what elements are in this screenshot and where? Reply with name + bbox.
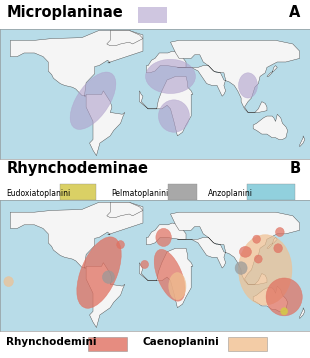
Polygon shape [107,202,143,218]
Ellipse shape [158,100,189,132]
Polygon shape [146,51,186,73]
Text: B: B [290,161,301,176]
Ellipse shape [253,235,260,243]
Polygon shape [140,76,193,136]
Ellipse shape [266,278,302,316]
Ellipse shape [281,308,288,315]
Ellipse shape [235,262,247,274]
Ellipse shape [117,241,124,249]
Ellipse shape [238,73,258,98]
Text: Eudoxiatoplanini: Eudoxiatoplanini [6,189,70,198]
Ellipse shape [145,59,196,93]
Ellipse shape [70,72,116,130]
Polygon shape [10,30,143,98]
Polygon shape [253,114,288,140]
Text: Rhynchodemini: Rhynchodemini [6,337,97,347]
Ellipse shape [77,237,121,308]
Ellipse shape [4,277,13,286]
Text: Anzoplanini: Anzoplanini [208,189,253,198]
Ellipse shape [156,228,171,246]
Ellipse shape [276,228,284,237]
Polygon shape [300,308,305,319]
Ellipse shape [274,244,282,253]
Ellipse shape [255,255,262,263]
Ellipse shape [103,271,114,284]
Text: Rhynchodeminae: Rhynchodeminae [6,161,148,176]
Polygon shape [10,202,143,270]
Polygon shape [86,263,125,328]
Ellipse shape [238,235,292,305]
Polygon shape [86,91,125,156]
Polygon shape [253,286,288,311]
Ellipse shape [154,250,185,301]
Ellipse shape [239,246,251,257]
Bar [168,184,197,200]
Polygon shape [267,66,277,76]
Text: Pelmatoplanini: Pelmatoplanini [112,189,169,198]
Text: Caenoplanini: Caenoplanini [143,337,219,347]
Bar [228,337,267,351]
Bar [88,337,127,351]
Bar [138,7,167,23]
Polygon shape [300,136,305,147]
Polygon shape [170,212,300,284]
Text: Microplaninae: Microplaninae [6,5,123,20]
Ellipse shape [169,272,186,300]
Ellipse shape [141,260,148,268]
Polygon shape [267,237,277,248]
Polygon shape [146,223,186,245]
Polygon shape [170,40,300,112]
Polygon shape [107,30,143,46]
Text: A: A [289,5,301,20]
Polygon shape [140,248,193,308]
Bar [60,184,96,200]
Bar [247,184,295,200]
